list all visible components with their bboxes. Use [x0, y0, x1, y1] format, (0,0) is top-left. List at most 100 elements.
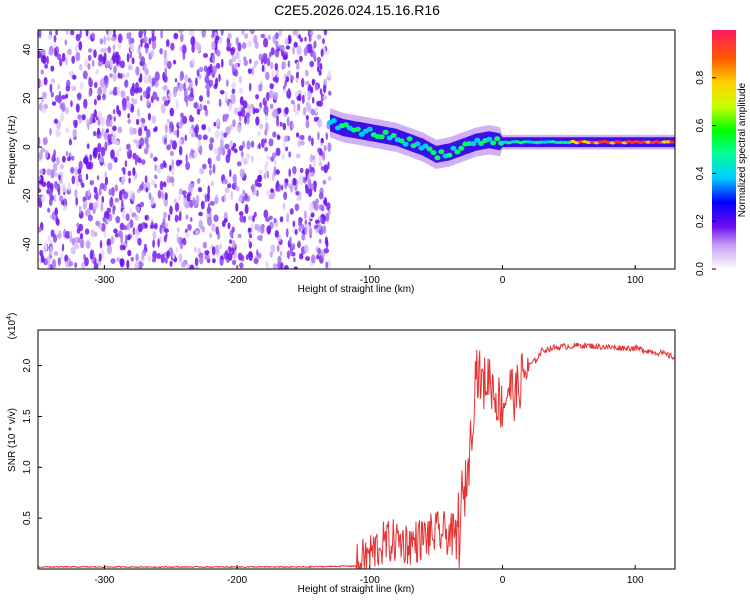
noise-dot: [305, 80, 310, 86]
noise-dot: [299, 135, 305, 140]
noise-dot: [112, 89, 118, 96]
noise-dot: [236, 161, 242, 167]
noise-dot: [70, 85, 75, 90]
noise-dot: [209, 137, 215, 144]
noise-dot: [166, 39, 170, 48]
noise-dot: [237, 233, 242, 239]
noise-dot: [74, 262, 78, 268]
noise-dot: [318, 155, 322, 163]
noise-dot: [113, 65, 117, 74]
noise-dot: [311, 254, 316, 264]
noise-dot: [197, 178, 201, 184]
noise-dot: [274, 230, 279, 238]
noise-dot: [198, 219, 203, 229]
noise-dot: [166, 250, 170, 259]
noise-dot: [147, 113, 151, 121]
noise-dot: [185, 153, 188, 163]
noise-dot: [139, 73, 143, 81]
noise-dot: [125, 234, 128, 245]
noise-dot: [124, 160, 128, 168]
noise-dot: [229, 140, 233, 148]
noise-dot: [162, 160, 166, 168]
noise-dot: [245, 153, 251, 160]
ridge-blob: [450, 145, 457, 151]
noise-dot: [47, 207, 51, 213]
noise-dot: [112, 125, 117, 132]
noise-dot: [188, 83, 191, 92]
noise-dot: [99, 182, 105, 190]
noise-dot: [48, 198, 53, 206]
noise-dot: [223, 193, 227, 203]
noise-dot: [268, 215, 273, 220]
noise-dot: [97, 127, 100, 136]
ridge-blob: [494, 136, 501, 142]
noise-dot: [105, 128, 110, 134]
noise-dot: [47, 235, 52, 242]
noise-dot: [145, 47, 149, 54]
noise-dot: [263, 105, 269, 115]
noise-dot: [75, 33, 81, 42]
noise-dot: [93, 49, 97, 58]
noise-dot: [144, 175, 148, 184]
noise-dot: [285, 228, 289, 238]
noise-dot: [118, 146, 122, 153]
noise-dot: [227, 222, 231, 230]
noise-dot: [270, 47, 275, 56]
noise-dot: [320, 217, 324, 224]
ridge-blob: [358, 131, 365, 137]
noise-dot: [98, 187, 102, 196]
noise-dot: [311, 137, 314, 147]
noise-dot: [303, 47, 308, 56]
noise-dot: [57, 188, 61, 196]
noise-dot: [147, 255, 152, 262]
noise-dot: [43, 243, 48, 253]
noise-dot: [323, 197, 328, 207]
noise-dot: [96, 175, 100, 181]
noise-dot: [42, 54, 47, 65]
noise-dot: [139, 137, 145, 147]
noise-dot: [163, 100, 169, 107]
noise-dot: [273, 217, 277, 224]
noise-dot: [237, 252, 243, 261]
noise-dot: [304, 69, 309, 77]
noise-dot: [206, 99, 210, 105]
noise-dot: [290, 100, 295, 105]
noise-dot: [101, 128, 105, 137]
snr-y-tick-label: 0.5: [22, 511, 33, 525]
noise-dot: [74, 189, 78, 198]
noise-dot: [288, 151, 292, 158]
noise-dot: [203, 65, 208, 73]
noise-dot: [104, 141, 108, 152]
noise-dot: [99, 38, 104, 45]
noise-dot: [183, 82, 186, 91]
noise-dot: [317, 131, 320, 141]
noise-dot: [315, 198, 319, 204]
noise-dot: [292, 30, 297, 36]
noise-dot: [109, 90, 113, 95]
noise-dot: [227, 252, 233, 261]
noise-dot: [111, 135, 117, 145]
noise-dot: [164, 257, 168, 264]
noise-dot: [139, 201, 145, 208]
noise-dot: [308, 226, 313, 236]
noise-dot: [221, 58, 224, 68]
noise-dot: [241, 30, 245, 36]
noise-dot: [92, 201, 98, 210]
noise-dot: [141, 159, 146, 165]
noise-dot: [292, 177, 297, 186]
noise-dot: [234, 180, 237, 187]
noise-dot: [204, 254, 210, 261]
noise-dot: [115, 215, 121, 224]
noise-dot: [294, 109, 300, 116]
noise-dot: [53, 251, 59, 256]
noise-dot: [191, 44, 195, 53]
noise-dot: [250, 103, 254, 109]
noise-dot: [224, 186, 230, 194]
noise-dot: [212, 164, 216, 174]
noise-dot: [133, 139, 137, 144]
noise-dot: [192, 197, 196, 206]
noise-dot: [187, 96, 193, 102]
noise-dot: [184, 134, 188, 141]
noise-dot: [138, 262, 144, 267]
noise-dot: [179, 73, 183, 82]
